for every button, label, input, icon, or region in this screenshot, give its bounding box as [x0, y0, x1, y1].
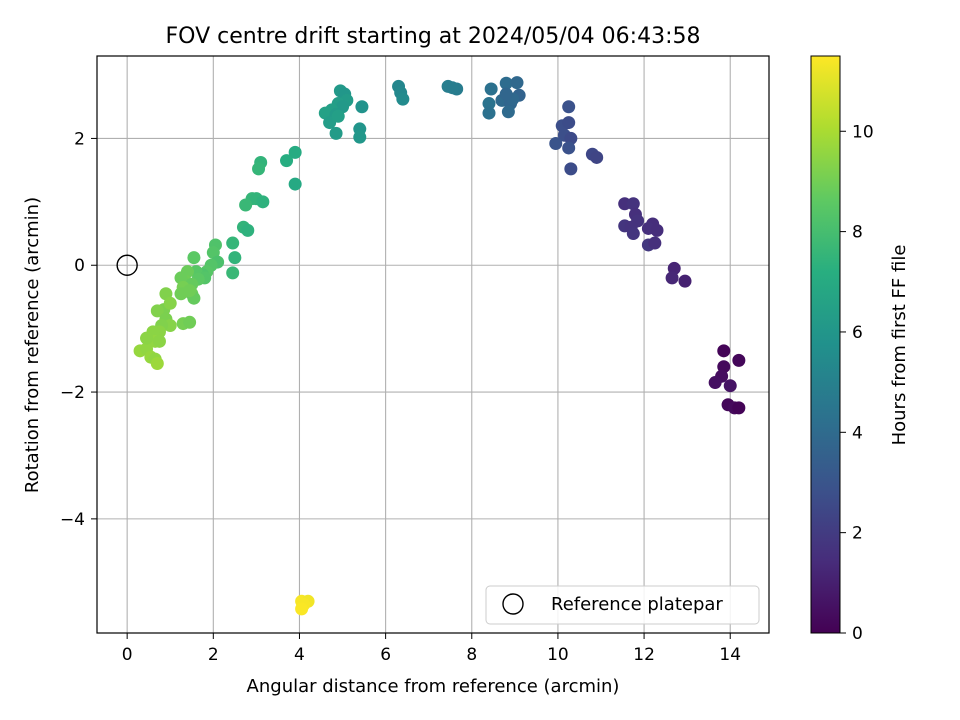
legend-box: [485, 585, 760, 625]
data-point: [499, 87, 513, 101]
data-point: [626, 197, 640, 211]
reference-platepar-marker: [116, 254, 138, 276]
colorbar-tick-label: 10: [852, 122, 874, 142]
colorbar-tick-label: 6: [852, 323, 863, 343]
colorbar-tick-label: 0: [852, 624, 863, 644]
data-point: [183, 284, 197, 298]
x-tick-label: 4: [294, 645, 305, 665]
data-point: [564, 162, 578, 176]
data-point: [256, 195, 270, 209]
data-point: [288, 145, 302, 159]
data-point: [163, 296, 177, 310]
data-point: [329, 126, 343, 140]
data-point: [288, 177, 302, 191]
colorbar-gradient: [810, 55, 841, 634]
data-point: [648, 236, 662, 250]
data-point: [140, 331, 154, 345]
legend-label: Reference platepar: [551, 594, 723, 615]
data-point: [355, 100, 369, 114]
x-axis: 0 2 4 6 8 10 12 14: [122, 633, 741, 665]
data-point: [717, 344, 731, 358]
data-point: [183, 315, 197, 329]
data-point: [650, 223, 664, 237]
plot-frame: [96, 55, 770, 634]
data-point: [353, 130, 367, 144]
y-tick-label: −4: [60, 510, 85, 530]
colorbar-ticks: 0 2 4 6 8 10: [840, 122, 874, 644]
reference-marker-group: [116, 254, 138, 276]
data-point: [484, 82, 498, 96]
chart-title: FOV centre drift starting at 2024/05/04 …: [166, 24, 701, 49]
legend-marker: [502, 593, 524, 615]
y-axis: −4 −2 0 2: [60, 129, 97, 530]
data-point: [252, 162, 266, 176]
x-axis-label: Angular distance from reference (arcmin): [247, 676, 620, 697]
data-point: [482, 106, 496, 120]
x-tick-label: 14: [719, 645, 741, 665]
data-point: [331, 109, 345, 123]
x-tick-label: 6: [380, 645, 391, 665]
data-point: [239, 198, 253, 212]
data-point: [562, 141, 576, 155]
data-point: [678, 274, 692, 288]
y-tick-label: 0: [74, 256, 85, 276]
data-point: [708, 376, 722, 390]
data-point: [482, 97, 496, 111]
y-tick-label: −2: [60, 383, 85, 403]
data-point: [562, 100, 576, 114]
y-axis-label: Rotation from reference (arcmin): [22, 197, 43, 493]
data-point: [499, 76, 513, 90]
x-tick-label: 0: [122, 645, 133, 665]
data-point: [549, 137, 563, 151]
colorbar-tick-label: 8: [852, 223, 863, 243]
data-point: [665, 271, 679, 285]
data-point: [396, 92, 410, 106]
grid: [97, 56, 769, 633]
x-tick-label: 12: [633, 645, 655, 665]
data-points: [133, 76, 746, 616]
data-point: [228, 251, 242, 265]
data-point: [295, 602, 309, 616]
data-point: [226, 266, 240, 280]
x-tick-label: 8: [466, 645, 477, 665]
data-point: [150, 304, 164, 318]
x-tick-label: 2: [208, 645, 219, 665]
data-point: [732, 401, 746, 415]
data-point: [626, 227, 640, 241]
data-point: [510, 76, 524, 90]
x-tick-label: 10: [547, 645, 569, 665]
colorbar: 0 2 4 6 8 10 Hours from first FF file: [810, 55, 910, 644]
data-point: [187, 251, 201, 265]
data-point: [280, 154, 294, 168]
colorbar-label: Hours from first FF file: [889, 245, 910, 446]
data-point: [226, 236, 240, 250]
data-point: [562, 116, 576, 130]
data-point: [150, 357, 164, 371]
colorbar-tick-label: 4: [852, 423, 863, 443]
data-point: [732, 353, 746, 367]
data-point: [241, 223, 255, 237]
data-point: [152, 334, 166, 348]
data-point: [723, 379, 737, 393]
data-point: [590, 150, 604, 164]
data-point: [445, 81, 459, 95]
legend: Reference platepar: [485, 585, 760, 625]
data-point: [501, 105, 515, 119]
y-tick-label: 2: [74, 129, 85, 149]
colorbar-tick-label: 2: [852, 524, 863, 544]
